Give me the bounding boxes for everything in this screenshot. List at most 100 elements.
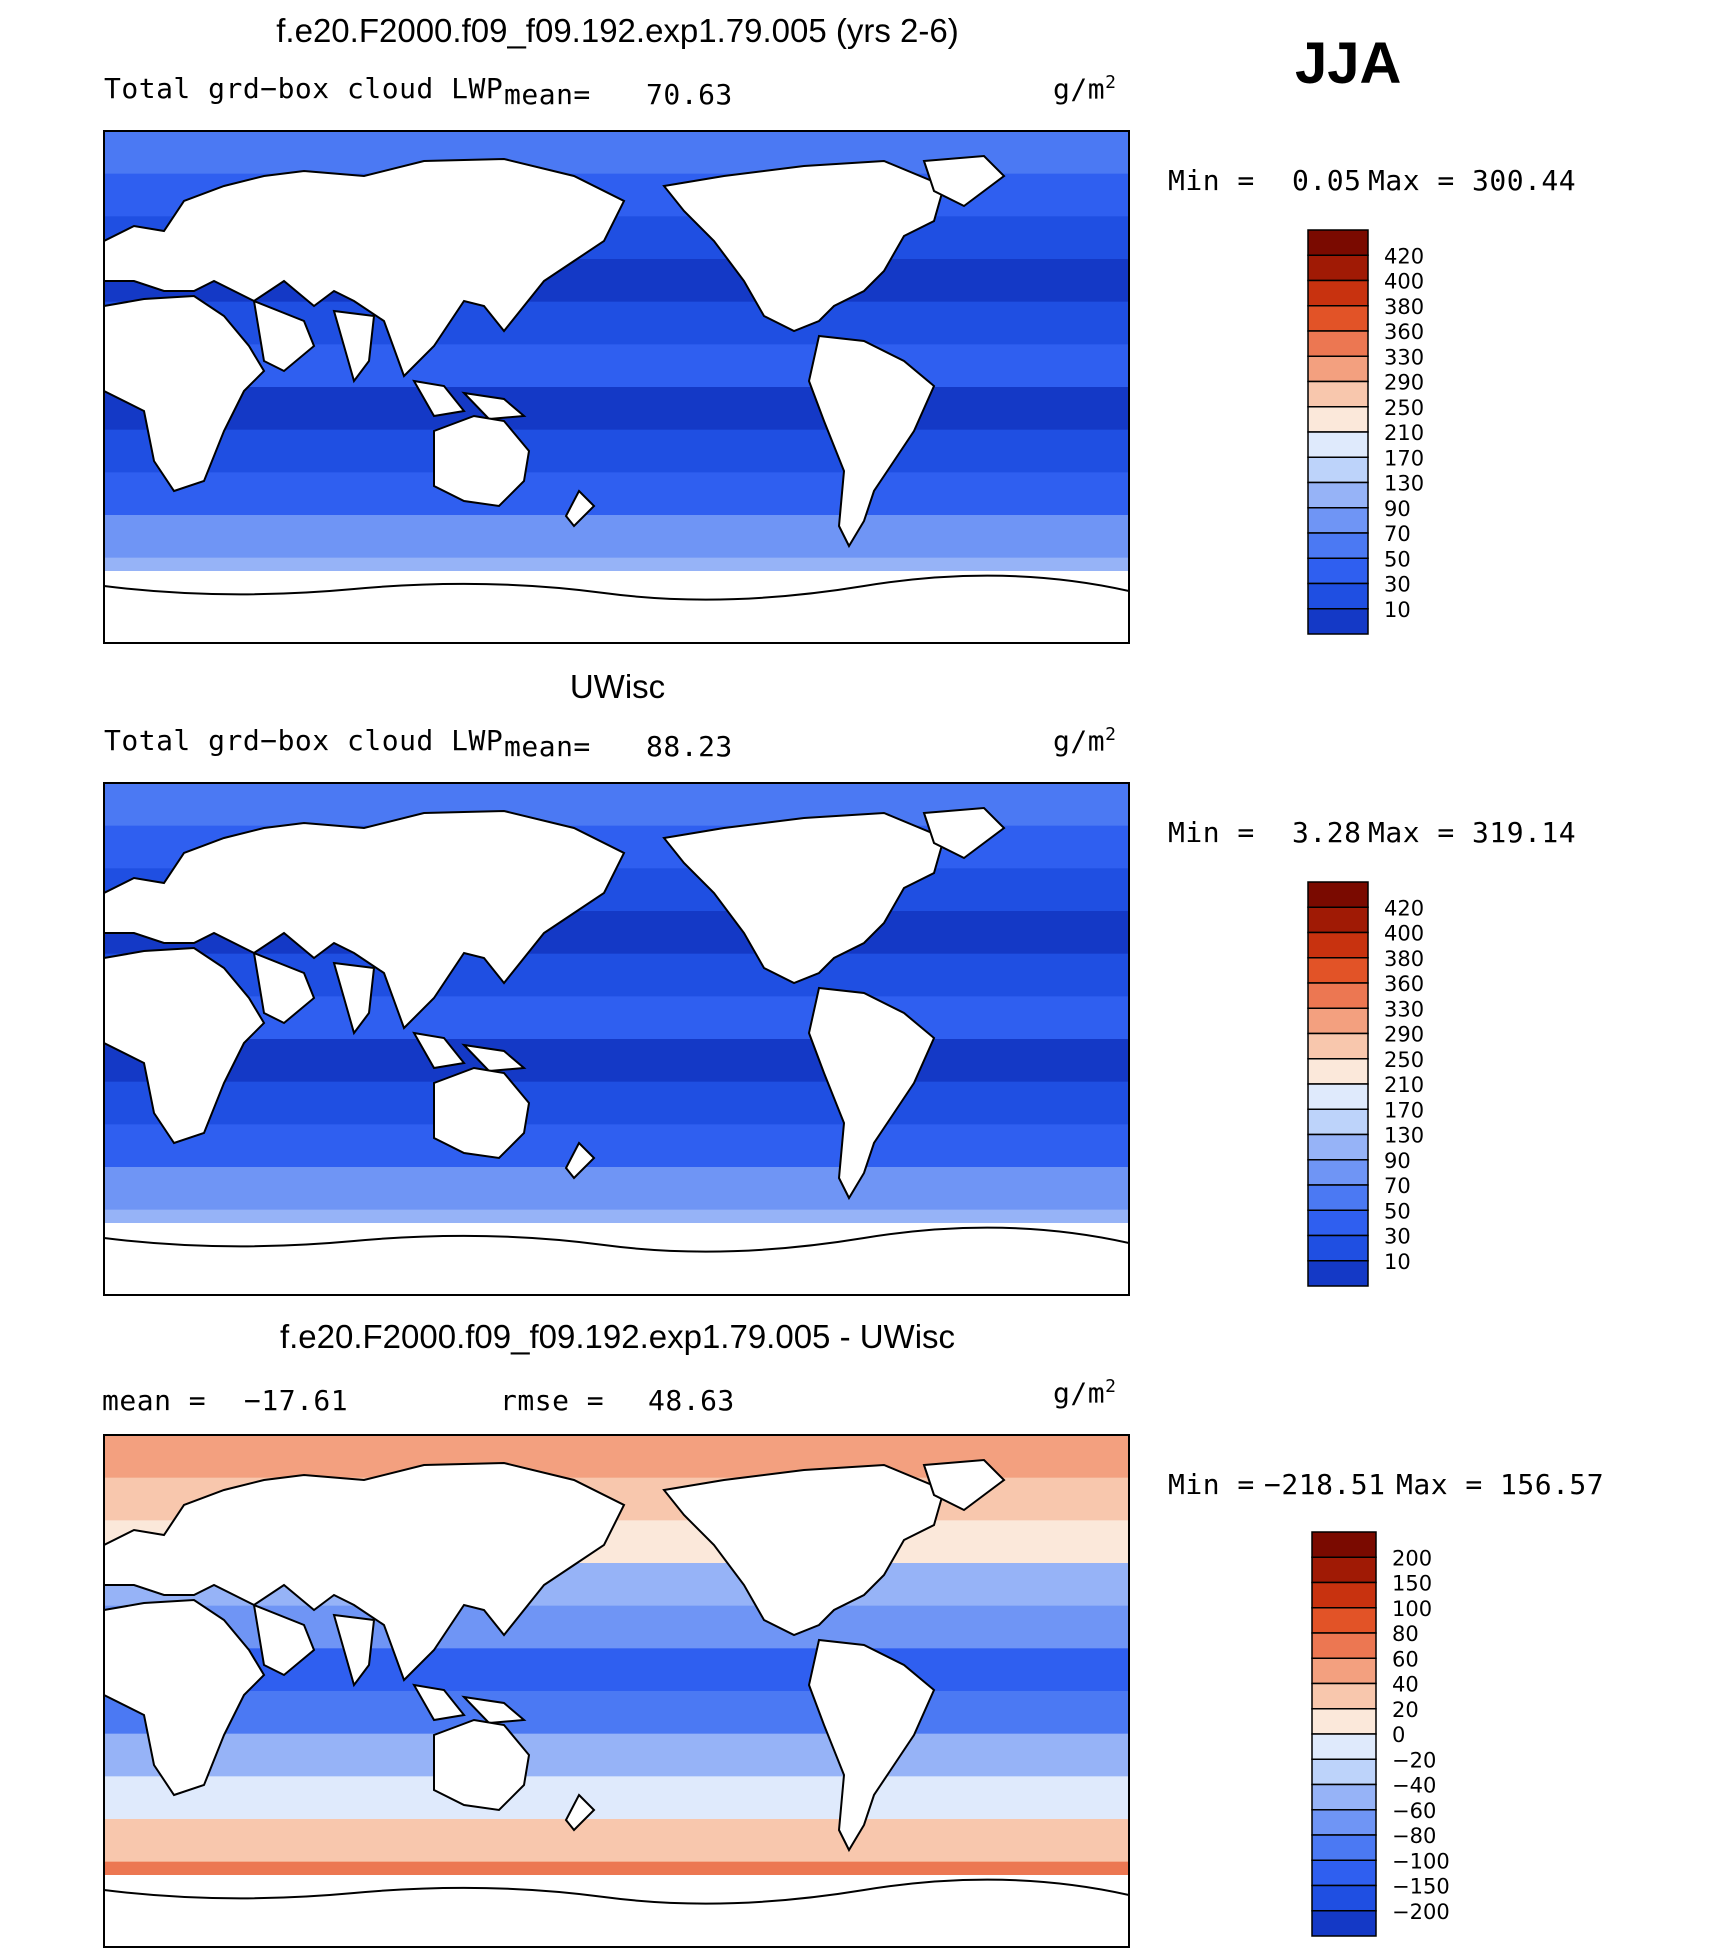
panel2-title: UWisc (569, 668, 666, 705)
colorbar-box (1307, 931, 1369, 959)
panel3-units-base: g/m (1053, 1376, 1106, 1410)
map-frame (103, 782, 1130, 1296)
colorbar-box (1307, 330, 1369, 357)
panel3-units-exp: 2 (1105, 1376, 1117, 1397)
panel3-min-value: −218.51 (1264, 1468, 1386, 1501)
colorbar-box (1311, 1556, 1377, 1584)
field-band (104, 429, 1129, 474)
panel1-min-value: 0.05 (1292, 164, 1362, 197)
field-band (104, 1819, 1129, 1863)
panel3-mean-label: mean = (102, 1384, 207, 1417)
colorbar-tick-label: 20 (1392, 1698, 1419, 1722)
colorbar-tick-label: 60 (1392, 1647, 1419, 1671)
colorbar-tick-label: −60 (1392, 1799, 1436, 1823)
colorbar-box (1307, 305, 1369, 332)
panel2-min-label: Min = (1168, 816, 1255, 849)
colorbar-box (1307, 1234, 1369, 1262)
colorbar-box (1307, 1083, 1369, 1110)
colorbar-tick-label: −20 (1392, 1748, 1436, 1772)
colorbar-box (1307, 957, 1369, 984)
colorbar-box (1311, 1733, 1377, 1760)
colorbar-tick-label: 130 (1384, 1124, 1424, 1148)
colorbar-tick-label: 30 (1384, 573, 1411, 597)
colorbar-tick-label: 330 (1384, 997, 1424, 1021)
map-panel-3 (103, 1434, 1130, 1948)
map-frame (103, 1434, 1130, 1948)
panel1-units: g/m2 (1053, 72, 1116, 105)
colorbar-tick-label: 290 (1384, 1023, 1424, 1047)
colorbar-tick-label: 90 (1384, 1149, 1411, 1173)
colorbar-box (1311, 1910, 1377, 1937)
colorbar-box (1307, 582, 1369, 610)
colorbar-box (1307, 254, 1369, 282)
field-band (104, 1081, 1129, 1126)
panel3-max-value: 156.57 (1500, 1468, 1605, 1501)
panel2-min-value: 3.28 (1292, 816, 1362, 849)
colorbar-box (1307, 507, 1369, 534)
panel2-units: g/m2 (1053, 724, 1116, 757)
colorbar-box (1311, 1884, 1377, 1912)
panel3-min-label: Min = (1168, 1468, 1255, 1501)
colorbar-box (1307, 608, 1369, 635)
season-label: JJA (1295, 31, 1402, 96)
colorbar-tick-label: 420 (1384, 244, 1424, 268)
colorbar-tick-label: 50 (1384, 1199, 1411, 1223)
colorbar-box (1307, 355, 1369, 383)
colorbar-tick-label: 210 (1384, 1073, 1424, 1097)
colorbar-tick-label: 100 (1392, 1597, 1432, 1621)
colorbar-tick-label: 250 (1384, 396, 1424, 420)
colorbar-tick-label: 70 (1384, 1174, 1411, 1198)
map-panel-1 (103, 130, 1130, 644)
colorbar-box (1311, 1607, 1377, 1634)
panel3-title: f.e20.F2000.f09_f09.192.exp1.79.005 - UW… (279, 1318, 956, 1355)
field-band (104, 1124, 1129, 1168)
field-band (104, 1167, 1129, 1211)
colorbar-box (1307, 906, 1369, 934)
colorbar-box (1307, 532, 1369, 559)
colorbar-tick-label: 400 (1384, 270, 1424, 294)
colorbar-tick-label: 380 (1384, 295, 1424, 319)
colorbar-box (1307, 982, 1369, 1009)
panel1-units-base: g/m (1053, 72, 1106, 106)
colorbar-3: 200150100806040200−20−40−60−80−100−150−2… (1311, 1531, 1450, 1937)
colorbar-tick-label: 40 (1392, 1673, 1419, 1697)
colorbar-tick-label: 50 (1384, 547, 1411, 571)
panel1-max-value: 300.44 (1472, 164, 1577, 197)
colorbar-box (1307, 1058, 1369, 1085)
colorbar-tick-label: 30 (1384, 1225, 1411, 1249)
colorbar-box (1307, 1032, 1369, 1060)
colorbar-tick-label: 80 (1392, 1622, 1419, 1646)
colorbar-tick-label: 90 (1384, 497, 1411, 521)
colorbar-tick-label: 70 (1384, 522, 1411, 546)
colorbar-box (1307, 229, 1369, 256)
colorbar-box (1307, 881, 1369, 908)
colorbar-tick-label: 150 (1392, 1572, 1432, 1596)
colorbar-tick-label: 200 (1392, 1546, 1432, 1570)
colorbar-box (1311, 1657, 1377, 1685)
colorbar-box (1311, 1834, 1377, 1861)
colorbar-tick-label: 400 (1384, 922, 1424, 946)
field-band (104, 1776, 1129, 1820)
colorbar-tick-label: −100 (1392, 1849, 1450, 1873)
colorbar-tick-label: 130 (1384, 472, 1424, 496)
colorbar-tick-label: 10 (1384, 598, 1411, 622)
colorbar-box (1307, 1184, 1369, 1211)
panel3-mean-value: −17.61 (244, 1384, 349, 1417)
colorbar-tick-label: −150 (1392, 1875, 1450, 1899)
colorbar-box (1311, 1859, 1377, 1887)
panel2-units-exp: 2 (1105, 724, 1117, 745)
panel3-max-label: Max = (1396, 1468, 1483, 1501)
colorbar-box (1307, 1007, 1369, 1035)
panel2-mean-value: 88.23 (646, 730, 733, 763)
colorbar-tick-label: −80 (1392, 1824, 1436, 1848)
panel1-min-label: Min = (1168, 164, 1255, 197)
colorbar-box (1307, 1209, 1369, 1237)
panel1-mean-label: mean= (504, 78, 591, 111)
colorbar-tick-label: 330 (1384, 345, 1424, 369)
map-panel-2 (103, 782, 1130, 1296)
panel3-units: g/m2 (1053, 1376, 1116, 1409)
field-band (104, 1039, 1129, 1083)
colorbar-box (1307, 557, 1369, 585)
